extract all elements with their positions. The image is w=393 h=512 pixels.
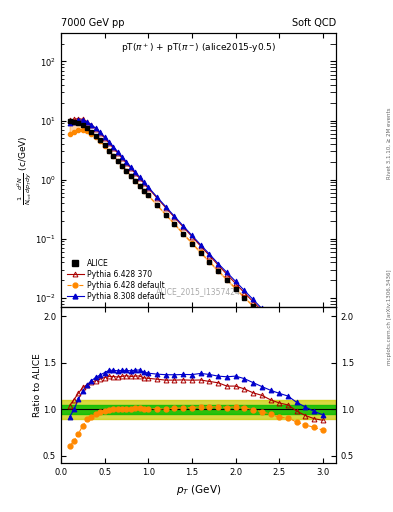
Text: Soft QCD: Soft QCD (292, 18, 336, 28)
Legend: ALICE, Pythia 6.428 370, Pythia 6.428 default, Pythia 8.308 default: ALICE, Pythia 6.428 370, Pythia 6.428 de… (65, 257, 167, 303)
Bar (61, 404, 336, 414)
Bar (61, 400, 336, 419)
Text: pT($\pi^+$) + pT($\pi^-$) (alice2015-y0.5): pT($\pi^+$) + pT($\pi^-$) (alice2015-y0.… (121, 41, 276, 55)
Text: Rivet 3.1.10, ≥ 2M events: Rivet 3.1.10, ≥ 2M events (387, 108, 392, 179)
Y-axis label: Ratio to ALICE: Ratio to ALICE (33, 353, 42, 417)
Text: ALICE_2015_I1357424: ALICE_2015_I1357424 (156, 287, 241, 296)
Text: mcplots.cern.ch [arXiv:1306.3436]: mcplots.cern.ch [arXiv:1306.3436] (387, 270, 392, 365)
Y-axis label: $\frac{1}{N_{tot}} \frac{d^{2}N}{dp_{T}dy}$ (c/GeV): $\frac{1}{N_{tot}} \frac{d^{2}N}{dp_{T}d… (16, 135, 34, 205)
X-axis label: $p_T$ (GeV): $p_T$ (GeV) (176, 483, 221, 497)
Text: 7000 GeV pp: 7000 GeV pp (61, 18, 125, 28)
